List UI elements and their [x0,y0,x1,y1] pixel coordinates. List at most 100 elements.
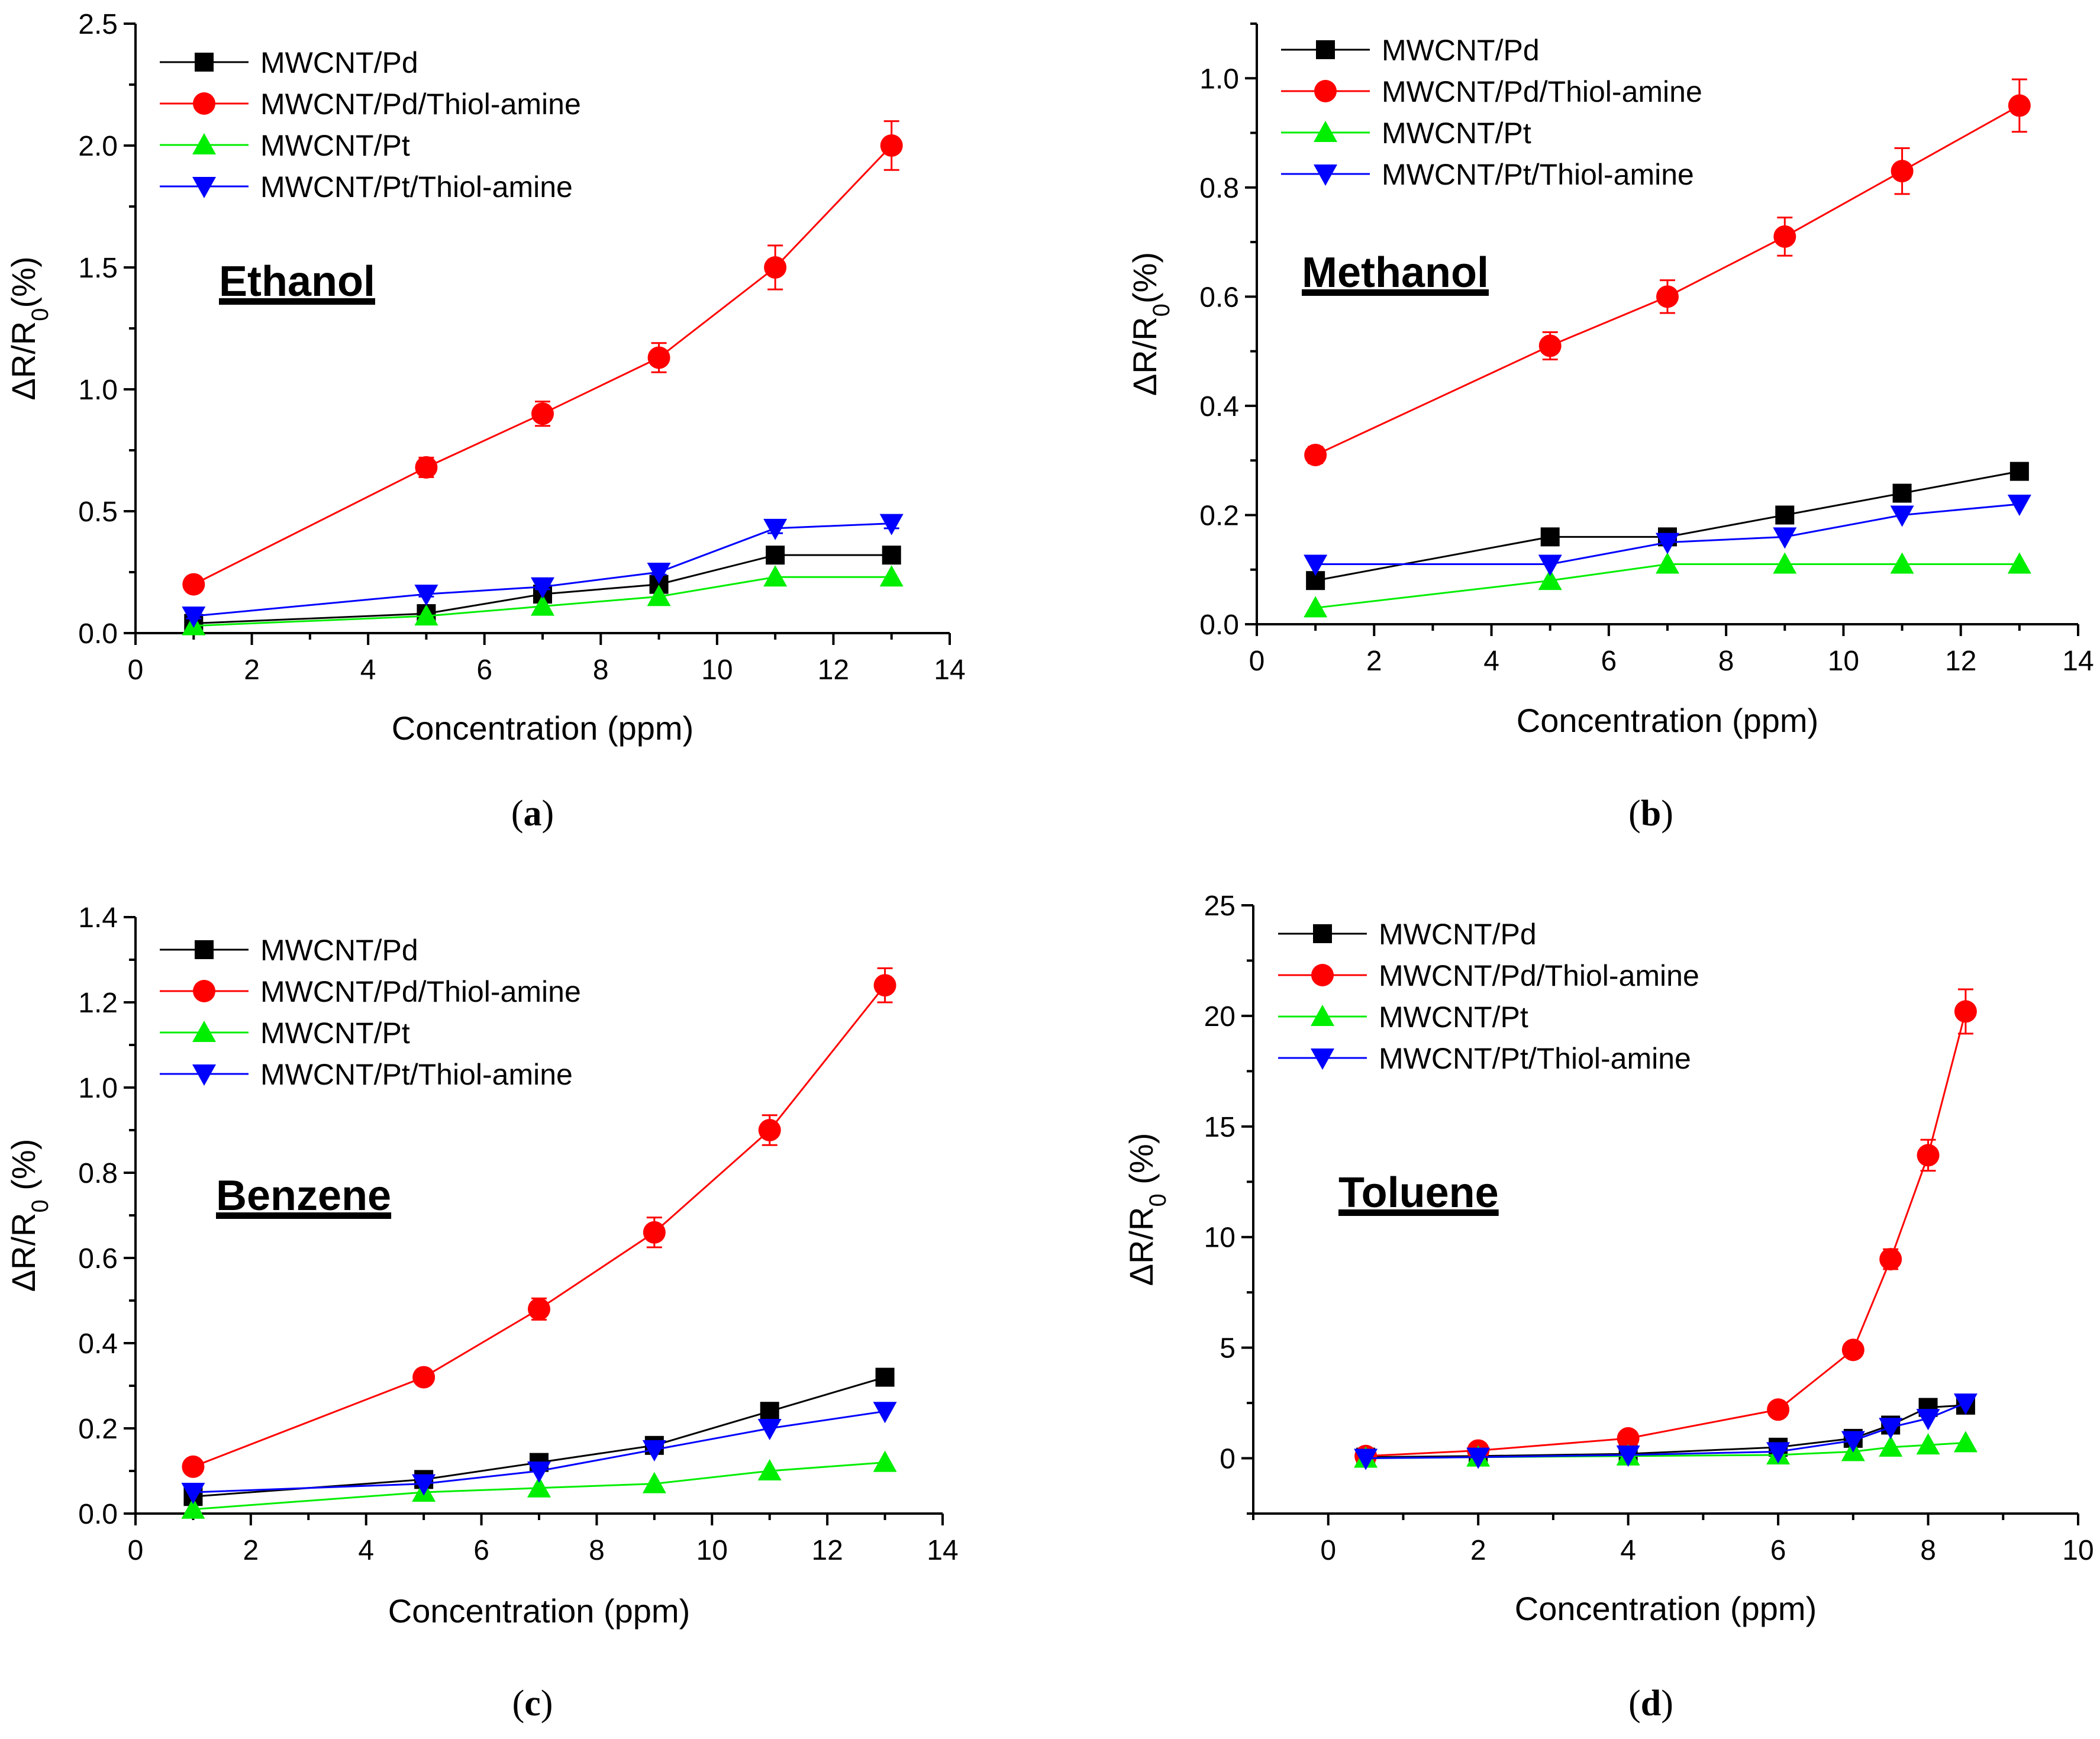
data-point [873,974,896,997]
x-tick-label: 8 [593,654,609,686]
x-tick-label: 2 [243,1535,259,1566]
x-tick-label: 6 [473,1535,489,1566]
y-tick-label: 1.0 [1199,63,1239,95]
x-tick-label: 4 [1620,1535,1636,1566]
data-point [1954,1000,1977,1023]
y-tick-label: 1.5 [78,253,118,284]
x-tick-label: 0 [1320,1535,1336,1566]
data-point [2009,462,2029,481]
x-tick-label: 6 [476,654,492,686]
data-point [1916,1433,1940,1455]
data-point [1773,527,1797,549]
series-line [193,1461,885,1511]
x-tick-label: 14 [927,1535,958,1566]
series-line [193,522,892,617]
y-tick-label: 0.0 [1199,609,1239,641]
y-axis-label-unit: (%) [5,1139,42,1200]
data-point [873,1450,897,1472]
data-point [2007,552,2031,574]
data-point [1841,1338,1864,1361]
chart-panel-2: 0 2 4 6 8 10 12 14 0.0 0.2 0.4 0.6 0.8 1.0 Concentrati… [1126,22,2094,739]
x-axis-label: Concentration (ppm) [1515,1590,1817,1627]
compound-annotation: Toluene [1338,1169,1499,1217]
series-MWCNT/Pd/Thiol-amine [182,967,896,1478]
data-point [1617,1427,1640,1450]
data-point [763,565,788,587]
compound-annotation: Methanol [1302,249,1489,296]
x-tick-label: 10 [2062,1535,2093,1566]
data-point [1538,569,1562,591]
data-point [1917,1144,1940,1167]
x-axis-label: Concentration (ppm) [1517,702,1818,739]
legend-marker [193,92,215,115]
legend: MWCNT/Pd MWCNT/Pd/Thiol-amine MWCNT/Pt MWCN… [160,46,581,204]
data-point [1775,505,1795,525]
data-point [1890,505,1914,527]
data-point [527,1476,551,1498]
y-axis-label-subscript: 0 [27,1199,53,1212]
series-MWCNT/Pt/Thiol-amine [1304,495,2031,576]
y-tick-label: 0.8 [78,1158,118,1189]
y-axis-label: ΔR/R0 (%) [5,1139,53,1292]
data-point [643,1221,666,1244]
data-point [531,577,554,599]
y-tick-label: 0.6 [78,1243,118,1275]
y-tick-label: 1.0 [78,1073,118,1104]
legend-label: MWCNT/Pd [1382,34,1540,67]
x-tick-label: 12 [818,654,849,686]
legend-marker [1313,924,1332,943]
x-tick-label: 0 [1249,646,1265,677]
data-point [1656,285,1679,308]
legend-marker [192,1021,216,1042]
legend-label: MWCNT/Pd [260,46,418,79]
y-tick-label: 0.4 [78,1328,118,1360]
series-line [1315,470,2020,582]
legend-label: MWCNT/Pd/Thiol-amine [1382,75,1702,108]
y-tick-label: 2.0 [78,131,118,162]
series-line [193,1410,885,1493]
y-axis-label: ΔR/R0(%) [1126,252,1175,396]
data-point [647,563,671,584]
data-point [1540,527,1560,547]
x-tick-label: 8 [1920,1535,1936,1566]
series-MWCNT/Pt [1304,552,2031,618]
data-point [757,1459,782,1480]
legend-label: MWCNT/Pt/Thiol-amine [1379,1042,1691,1075]
data-point [412,1366,436,1389]
x-tick-label: 4 [358,1535,374,1566]
data-point [1304,596,1328,618]
data-point [412,1474,436,1496]
x-tick-label: 2 [1470,1535,1486,1566]
legend-label: MWCNT/Pt [1382,117,1531,150]
data-point [763,518,788,540]
y-axis-label-main: ΔR/R [1126,317,1163,396]
y-tick-label: 2.5 [78,9,118,40]
x-tick-label: 10 [1828,646,1859,677]
y-axis-label: ΔR/R0(%) [5,256,53,400]
data-point [647,346,670,369]
x-tick-label: 2 [1366,646,1382,677]
data-point [1656,552,1679,574]
series-line [193,144,892,585]
panel-caption-b: (b) [1628,793,1673,834]
legend-label: MWCNT/Pt [260,1017,410,1050]
data-point [882,546,901,565]
y-axis-label-subscript: 0 [27,308,53,321]
legend-label: MWCNT/Pd/Thiol-amine [260,88,581,121]
legend-label: MWCNT/Pt [260,129,410,162]
legend-marker [1314,80,1337,102]
data-point [1538,554,1562,576]
legend-label: MWCNT/Pd/Thiol-amine [260,975,581,1008]
data-point [879,565,904,587]
legend-marker [192,133,216,154]
x-axis-label: Concentration (ppm) [388,1592,690,1630]
y-tick-label: 0.0 [78,1499,118,1530]
y-tick-label: 0.0 [78,618,118,650]
x-tick-label: 4 [1483,646,1499,677]
series-MWCNT/Pt [182,565,904,635]
series-MWCNT/Pt/Thiol-amine [1354,1393,1978,1470]
data-point [879,514,904,535]
data-point [527,1461,551,1483]
x-axis-label: Concentration (ppm) [392,709,693,747]
